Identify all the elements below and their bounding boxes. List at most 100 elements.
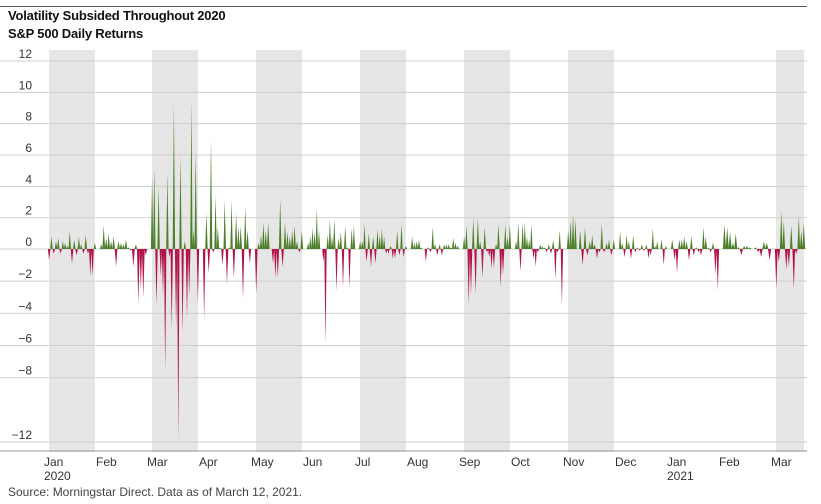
y-tick-label: 8 — [25, 110, 32, 124]
negative-return-spike — [492, 249, 496, 269]
negative-return-spike — [393, 249, 397, 259]
positive-return-spike — [653, 245, 657, 249]
positive-return-spike — [521, 222, 524, 249]
positive-return-spike — [57, 238, 60, 249]
positive-return-spike — [309, 236, 312, 249]
chart-title: Volatility Subsided Throughout 2020 — [8, 8, 226, 23]
positive-return-spike — [77, 236, 81, 249]
negative-return-spike — [139, 249, 143, 290]
positive-return-spike — [134, 244, 138, 249]
positive-return-spike — [378, 234, 381, 249]
negative-return-spike — [47, 249, 51, 261]
negative-return-spike — [177, 249, 180, 442]
positive-return-spike — [517, 222, 520, 249]
positive-return-spike — [413, 242, 416, 249]
negative-return-spike — [532, 249, 535, 259]
x-tick-label: Jan — [667, 455, 686, 469]
positive-return-spike — [127, 247, 130, 249]
positive-return-spike — [223, 200, 226, 249]
negative-return-spike — [155, 249, 158, 306]
positive-return-spike — [799, 230, 803, 249]
y-tick-label: 0 — [25, 235, 32, 249]
positive-return-spike — [454, 242, 457, 249]
negative-return-spike — [281, 249, 284, 267]
x-tick-label: Apr — [199, 455, 218, 469]
positive-return-spike — [514, 241, 518, 249]
negative-return-spike — [188, 249, 191, 296]
positive-return-spike — [445, 244, 448, 249]
negative-return-spike — [132, 249, 135, 267]
positive-return-spike — [456, 245, 460, 249]
negative-return-spike — [341, 249, 345, 288]
y-tick-label: −6 — [18, 332, 32, 346]
negative-return-spike — [647, 249, 650, 259]
negative-return-spike — [196, 249, 200, 304]
x-tick-label: Jun — [303, 455, 322, 469]
negative-return-spike — [519, 249, 522, 272]
positive-return-spike — [779, 211, 783, 249]
negative-return-spike — [536, 249, 540, 253]
negative-return-spike — [221, 249, 224, 266]
negative-return-spike — [248, 249, 252, 264]
x-tick-label: Jul — [355, 455, 370, 469]
positive-return-spike — [61, 241, 65, 249]
positive-return-spike — [300, 230, 304, 249]
positive-return-spike — [54, 241, 58, 249]
positive-return-spike — [293, 225, 296, 249]
x-tick-label: Feb — [719, 455, 740, 469]
positive-return-spike — [266, 222, 270, 249]
positive-return-spike — [99, 244, 103, 249]
positive-return-spike — [346, 247, 349, 249]
positive-return-spike — [566, 230, 570, 249]
positive-return-spike — [753, 247, 757, 249]
positive-return-spike — [640, 244, 644, 249]
positive-return-spike — [352, 225, 356, 249]
positive-return-spike — [237, 227, 240, 249]
negative-return-spike — [675, 249, 679, 274]
positive-return-spike — [625, 234, 628, 249]
negative-return-spike — [59, 249, 62, 254]
negative-return-spike — [402, 249, 405, 257]
positive-return-spike — [725, 227, 729, 249]
positive-return-spike — [789, 225, 793, 249]
positive-return-spike — [523, 222, 526, 249]
positive-return-spike — [627, 241, 630, 249]
negative-return-spike — [429, 249, 432, 253]
negative-return-spike — [598, 249, 601, 253]
positive-return-spike — [326, 234, 329, 249]
y-tick-label: −12 — [12, 428, 33, 442]
x-tick-label: Nov — [563, 455, 584, 469]
negative-return-spike — [391, 249, 394, 259]
positive-return-spike — [102, 225, 106, 249]
positive-return-spike — [333, 219, 336, 249]
negative-return-spike — [387, 249, 390, 254]
positive-return-spike — [748, 247, 752, 249]
positive-return-spike — [117, 241, 120, 249]
negative-return-spike — [634, 249, 637, 253]
positive-return-spike — [571, 214, 575, 249]
negative-return-spike — [784, 249, 788, 270]
negative-return-spike — [207, 249, 210, 274]
negative-return-spike — [298, 249, 301, 253]
positive-return-spike — [153, 167, 156, 249]
positive-return-spike — [706, 247, 710, 249]
negative-return-spike — [490, 249, 493, 269]
positive-return-spike — [317, 230, 321, 249]
positive-return-spike — [107, 233, 110, 249]
positive-return-spike — [382, 236, 386, 249]
negative-return-spike — [424, 249, 428, 262]
positive-return-spike — [166, 172, 169, 249]
x-tick-label: Jan — [44, 455, 63, 469]
positive-return-spike — [328, 219, 332, 249]
positive-return-spike — [782, 220, 786, 249]
negative-return-spike — [335, 249, 338, 291]
negative-return-spike — [385, 249, 388, 254]
negative-return-spike — [534, 249, 537, 267]
positive-return-spike — [358, 241, 362, 249]
positive-return-spike — [112, 236, 115, 249]
negative-return-spike — [365, 249, 368, 262]
positive-return-spike — [664, 245, 668, 249]
negative-return-spike — [673, 249, 676, 261]
positive-return-spike — [762, 241, 766, 249]
